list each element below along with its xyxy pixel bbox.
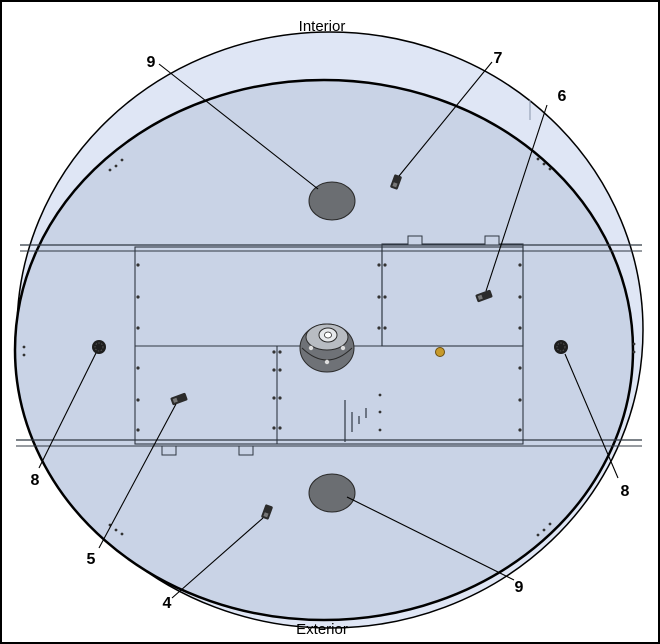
rivets xyxy=(22,157,636,537)
callout-8-right: 8 xyxy=(621,483,630,500)
connector-6 xyxy=(475,289,493,303)
callout-9-top: 9 xyxy=(147,54,156,71)
callout-6: 6 xyxy=(558,88,567,105)
speaker-grille-right xyxy=(554,340,568,354)
exterior-label: Exterior xyxy=(296,621,348,638)
connector-5 xyxy=(170,392,188,406)
mount-tabs xyxy=(161,235,500,456)
callout-8-left: 8 xyxy=(31,472,40,489)
callout-4: 4 xyxy=(163,595,172,612)
brass-screw xyxy=(435,347,445,357)
connector-4 xyxy=(261,504,273,520)
speaker-grille-left xyxy=(92,340,106,354)
channel-rails xyxy=(16,244,642,447)
slot-marks xyxy=(344,400,367,442)
callout-9-bottom: 9 xyxy=(515,579,524,596)
access-disc-bottom xyxy=(308,473,356,513)
callout-7: 7 xyxy=(494,50,503,67)
connector-7 xyxy=(390,174,402,190)
callout-5: 5 xyxy=(87,551,96,568)
interior-label: Interior xyxy=(299,18,346,35)
center-fixture xyxy=(299,323,355,373)
access-disc-top xyxy=(308,181,356,221)
leader-lines xyxy=(38,61,619,599)
